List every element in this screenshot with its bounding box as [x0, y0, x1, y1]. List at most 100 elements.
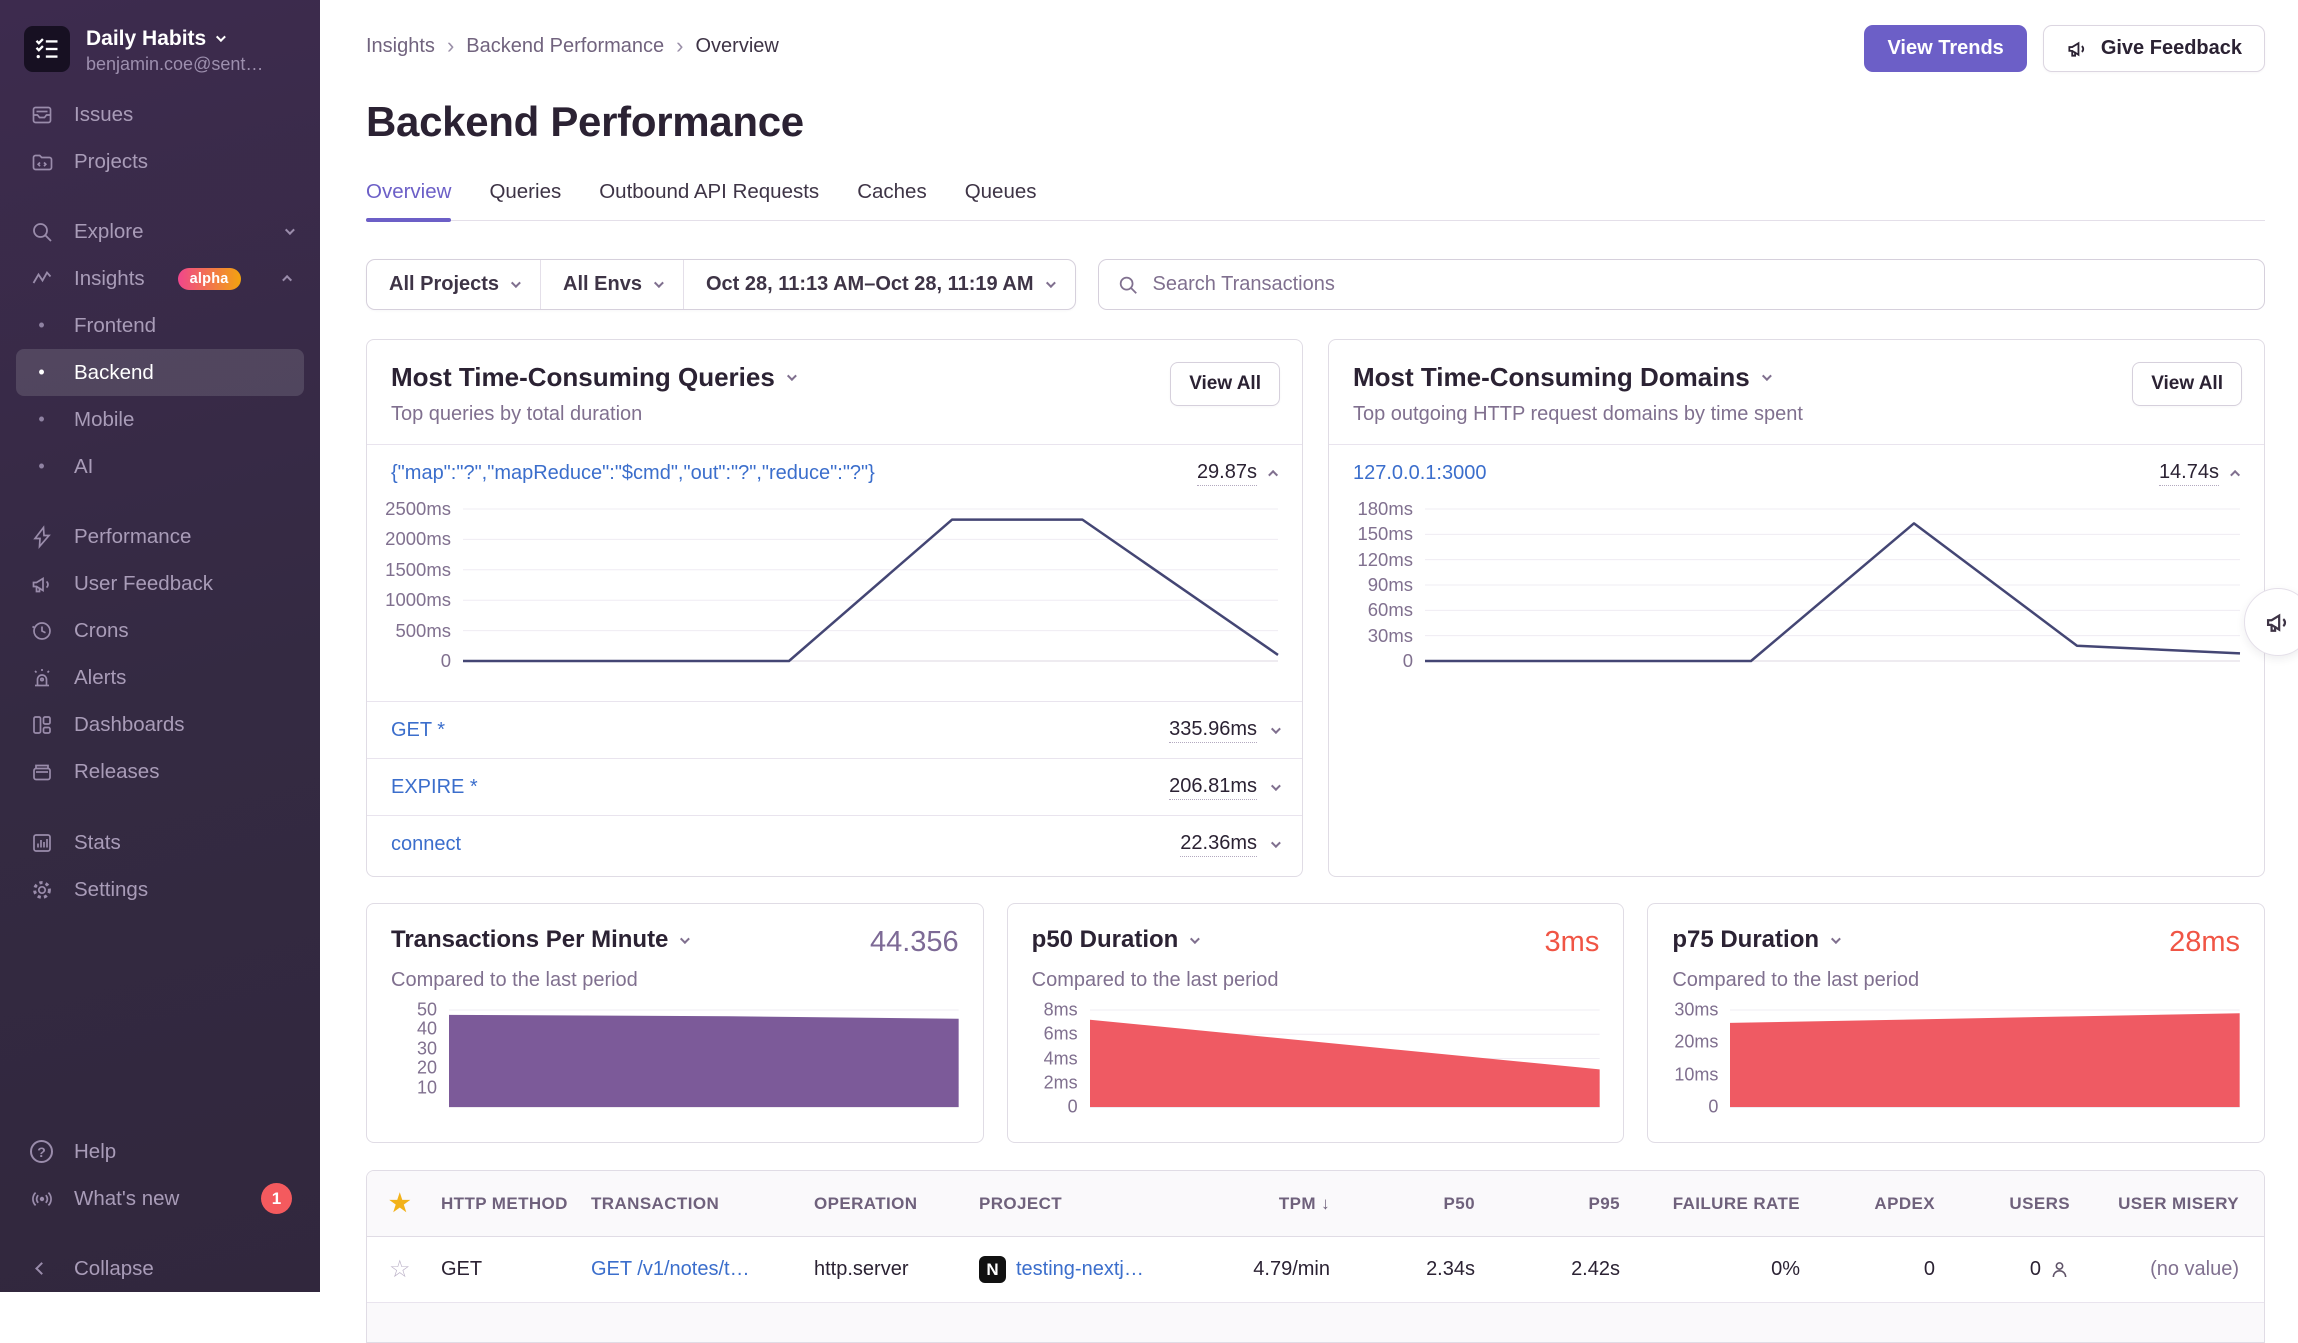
project-filter[interactable]: All Projects	[367, 260, 540, 309]
tab-overview[interactable]: Overview	[366, 180, 452, 222]
transaction-link[interactable]: GET /v1/notes/t…	[591, 1258, 750, 1280]
sidebar-item-settings[interactable]: Settings	[16, 866, 304, 913]
sidebar-item-dashboards[interactable]: Dashboards	[16, 701, 304, 748]
sidebar-collapse-button[interactable]: Collapse	[16, 1245, 304, 1292]
domains-panel-title[interactable]: Most Time-Consuming Domains	[1353, 362, 2240, 393]
org-name: Daily Habits	[86, 27, 207, 50]
box-icon	[28, 760, 55, 784]
sidebar-item-label: Crons	[74, 618, 129, 642]
sidebar-item-stats[interactable]: Stats	[16, 819, 304, 866]
chevron-down-icon[interactable]	[1270, 780, 1281, 791]
query-row: connect 22.36ms	[367, 815, 1302, 872]
tab-caches[interactable]: Caches	[857, 180, 927, 203]
sidebar-item-explore[interactable]: Explore	[16, 208, 304, 255]
sidebar-item-backend[interactable]: • Backend	[16, 349, 304, 397]
tab-queues[interactable]: Queues	[964, 180, 1037, 203]
environment-filter[interactable]: All Envs	[540, 260, 683, 309]
sidebar: Daily Habits benjamin.coe@sent… Issues P…	[0, 0, 320, 1292]
col-http-method[interactable]: HTTP METHOD	[441, 1193, 568, 1213]
sidebar-item-help[interactable]: ? Help	[16, 1128, 304, 1175]
sidebar-item-label: Insights	[74, 266, 145, 290]
p50-chart: 8ms 6ms 4ms 2ms 0	[1032, 1000, 1600, 1117]
p50-card-title[interactable]: p50 Duration	[1032, 926, 1201, 954]
tab-queries[interactable]: Queries	[489, 180, 562, 203]
sidebar-item-frontend[interactable]: • Frontend	[16, 302, 304, 349]
chevron-down-icon	[680, 933, 691, 944]
col-p95[interactable]: P95	[1588, 1193, 1620, 1213]
chevron-up-icon[interactable]	[2230, 469, 2241, 480]
query-duration[interactable]: 335.96ms	[1169, 718, 1257, 743]
sidebar-item-label: Backend	[74, 360, 154, 384]
breadcrumb-insights[interactable]: Insights	[366, 34, 435, 57]
page-title: Backend Performance	[366, 98, 804, 145]
cell-failure-rate: 0%	[1771, 1258, 1800, 1280]
give-feedback-button[interactable]: Give Feedback	[2042, 25, 2265, 72]
col-tpm[interactable]: TPM ↓	[1278, 1193, 1330, 1213]
queries-panel-subtitle: Top queries by total duration	[391, 403, 643, 425]
tab-outbound-api-requests[interactable]: Outbound API Requests	[599, 180, 820, 203]
queries-panel-title[interactable]: Most Time-Consuming Queries	[391, 362, 1278, 393]
sidebar-item-performance[interactable]: Performance	[16, 513, 304, 560]
chevron-up-icon[interactable]	[1268, 469, 1279, 480]
sidebar-item-projects[interactable]: Projects	[16, 138, 304, 185]
query-row-expanded: {"map":"?","mapReduce":"$cmd","out":"?",…	[367, 444, 1302, 701]
cell-p50: 2.34s	[1426, 1258, 1475, 1280]
col-project[interactable]: PROJECT	[979, 1193, 1063, 1213]
col-operation[interactable]: OPERATION	[814, 1193, 918, 1213]
query-link[interactable]: GET *	[391, 718, 446, 741]
sort-desc-icon: ↓	[1321, 1193, 1330, 1213]
sidebar-item-label: AI	[74, 454, 94, 478]
broadcast-icon	[28, 1187, 55, 1211]
col-apdex[interactable]: APDEX	[1874, 1193, 1935, 1213]
query-duration[interactable]: 206.81ms	[1169, 775, 1257, 800]
breadcrumb-overview[interactable]: Overview	[695, 34, 779, 57]
domain-link[interactable]: 127.0.0.1:3000	[1353, 461, 1487, 484]
sidebar-item-whats-new[interactable]: What's new 1	[16, 1175, 304, 1222]
col-failure-rate[interactable]: FAILURE RATE	[1672, 1193, 1800, 1213]
search-transactions	[1097, 259, 2265, 310]
col-p50[interactable]: P50	[1443, 1193, 1475, 1213]
col-users[interactable]: USERS	[2009, 1193, 2070, 1213]
sidebar-item-user-feedback[interactable]: User Feedback	[16, 560, 304, 607]
sidebar-item-releases[interactable]: Releases	[16, 748, 304, 795]
bullet-icon: •	[38, 409, 45, 430]
queries-view-all-button[interactable]: View All	[1170, 362, 1280, 406]
date-range-filter[interactable]: Oct 28, 11:13 AM–Oct 28, 11:19 AM	[682, 260, 1075, 309]
org-switcher[interactable]: Daily Habits benjamin.coe@sent…	[16, 20, 304, 75]
search-input[interactable]	[1150, 272, 2246, 297]
col-user-misery[interactable]: USER MISERY	[2118, 1193, 2239, 1213]
chevron-down-icon[interactable]	[1270, 837, 1281, 848]
query-duration[interactable]: 22.36ms	[1180, 832, 1257, 857]
tpm-card-title[interactable]: Transactions Per Minute	[391, 926, 691, 954]
megaphone-icon	[2266, 613, 2286, 632]
floating-feedback-button[interactable]	[2244, 588, 2298, 656]
dashboards-icon	[28, 713, 55, 737]
sidebar-item-issues[interactable]: Issues	[16, 91, 304, 138]
cell-tpm: 4.79/min	[1253, 1258, 1330, 1280]
sidebar-spacer	[16, 913, 304, 1128]
col-transaction[interactable]: TRANSACTION	[591, 1193, 720, 1213]
domain-duration[interactable]: 14.74s	[2158, 461, 2219, 486]
sidebar-item-crons[interactable]: Crons	[16, 607, 304, 654]
project-link[interactable]: testing-nextj…	[1016, 1258, 1144, 1280]
bullet-icon: •	[38, 315, 45, 336]
query-link[interactable]: EXPIRE *	[391, 775, 478, 798]
query-link[interactable]: {"map":"?","mapReduce":"$cmd","out":"?",…	[391, 461, 875, 484]
p75-card-title[interactable]: p75 Duration	[1672, 926, 1841, 954]
sidebar-item-mobile[interactable]: • Mobile	[16, 396, 304, 443]
cell-http-method: GET	[441, 1258, 483, 1280]
sidebar-item-insights[interactable]: Insights alpha	[16, 255, 304, 302]
star-filled-icon[interactable]: ★	[389, 1190, 411, 1217]
query-duration[interactable]: 29.87s	[1196, 461, 1257, 486]
sidebar-item-label: Alerts	[74, 665, 127, 689]
query-link[interactable]: connect	[391, 832, 462, 855]
sidebar-item-alerts[interactable]: Alerts	[16, 654, 304, 701]
domains-view-all-button[interactable]: View All	[2132, 362, 2242, 406]
star-outline-icon[interactable]: ☆	[389, 1256, 411, 1283]
sidebar-item-ai[interactable]: • AI	[16, 443, 304, 490]
breadcrumb-backend-performance[interactable]: Backend Performance	[466, 34, 665, 57]
siren-icon	[28, 666, 55, 690]
chevron-down-icon	[284, 225, 295, 236]
view-trends-button[interactable]: View Trends	[1864, 25, 2027, 72]
chevron-down-icon[interactable]	[1270, 723, 1281, 734]
